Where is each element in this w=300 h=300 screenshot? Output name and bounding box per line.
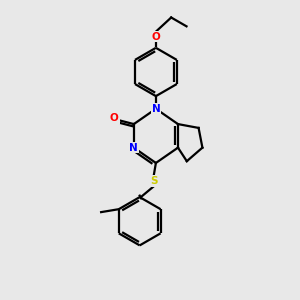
Text: O: O [110, 113, 119, 123]
Text: O: O [152, 32, 160, 42]
Text: N: N [129, 142, 138, 153]
Text: N: N [152, 104, 160, 114]
Text: S: S [150, 176, 157, 186]
